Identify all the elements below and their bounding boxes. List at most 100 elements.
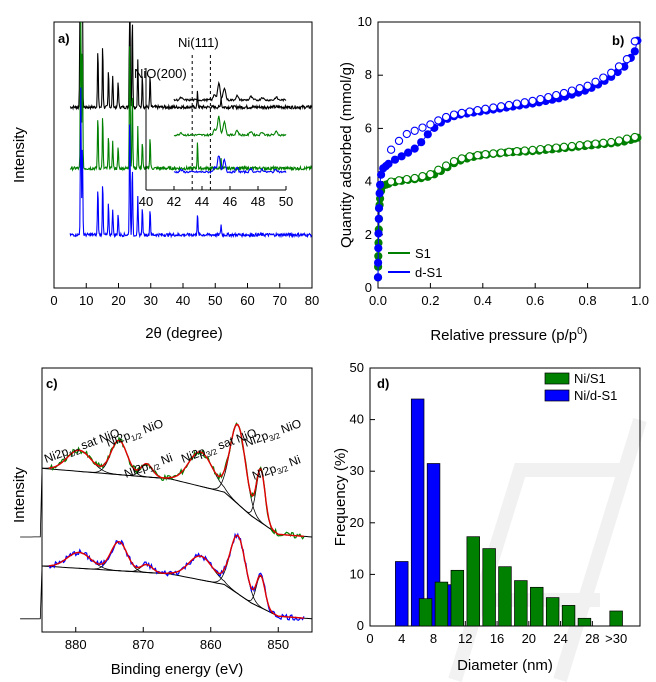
desorption-point — [441, 161, 451, 170]
desorption-point — [449, 110, 459, 119]
panel-a-xtick-label: 30 — [144, 293, 158, 308]
panel-d-xlabel: Diameter (nm) — [457, 657, 553, 674]
desorption-point — [410, 173, 419, 183]
panel-b-ylabel: Quantity adsorbed (mmol/g) — [338, 62, 355, 248]
panel-a-xtick-label: 20 — [111, 293, 125, 308]
desorption-point — [559, 88, 569, 98]
peak-label-ni2p12-nio: Ni2p1/2 NiO — [104, 416, 166, 451]
panel-a-xtick-label: 70 — [273, 293, 287, 308]
histogram-bar — [609, 610, 623, 627]
histogram-bar — [395, 561, 409, 627]
desorption-point — [410, 126, 419, 135]
panel-a: a) 2θ (degree) Intensity 0 10 20 30 40 50 60 70… — [11, 21, 319, 342]
desorption-point — [520, 146, 529, 155]
desorption-point — [622, 134, 632, 143]
inset-xrd-line — [173, 115, 287, 138]
panel-b-ytick-label: 0 — [365, 280, 372, 295]
desorption-point — [386, 145, 396, 154]
histogram-bar — [466, 536, 480, 627]
adsorption-point — [375, 189, 384, 198]
inset-xtick-label: 46 — [223, 194, 237, 209]
panel-d-label: d) — [377, 376, 389, 391]
panel-a-xtick-label: 60 — [240, 293, 254, 308]
desorption-point — [489, 149, 498, 158]
adsorption-point — [417, 138, 426, 147]
inset-label-ni111: Ni(111) — [178, 35, 219, 50]
panel-b-label: b) — [612, 33, 624, 48]
xps-component — [20, 449, 139, 538]
histogram-bar — [434, 581, 449, 627]
panel-d-xtick-label: 8 — [430, 631, 437, 646]
desorption-point — [473, 151, 482, 160]
histogram-bar — [530, 586, 544, 627]
desorption-point — [504, 100, 514, 110]
panel-a-series — [69, 21, 313, 239]
inset-xtick-label: 44 — [195, 194, 209, 209]
desorption-point — [457, 108, 466, 118]
panel-c-xtick-label: 860 — [200, 637, 222, 652]
desorption-point — [559, 142, 569, 151]
desorption-point — [583, 140, 592, 149]
desorption-point — [449, 157, 459, 166]
xps-component — [199, 534, 275, 615]
desorption-point — [520, 98, 529, 107]
legend-swatch-ni-ds1 — [544, 389, 570, 402]
panel-c-ylabel: Intensity — [11, 467, 28, 523]
xrd-line — [69, 21, 313, 172]
panel-b-ytick-label: 6 — [365, 120, 372, 135]
panel-d-xtick-label: 4 — [398, 631, 405, 646]
desorption-point — [528, 96, 537, 106]
histogram-bar — [450, 569, 465, 627]
legend-label-ds1: d-S1 — [415, 265, 442, 280]
inset-xtick-label: 42 — [167, 194, 181, 209]
panel-d-xtick-label: 16 — [490, 631, 504, 646]
panel-d-xtick-label: 24 — [553, 631, 567, 646]
panel-a-frame — [53, 21, 313, 289]
panel-c-frame — [41, 367, 313, 633]
desorption-point — [418, 123, 427, 132]
inset-xtick-label: 50 — [279, 194, 293, 209]
inset-xtick-label: 40 — [139, 194, 153, 209]
desorption-point — [512, 147, 522, 156]
adsorption-point — [390, 155, 400, 164]
desorption-point — [528, 145, 537, 155]
desorption-point — [583, 81, 592, 90]
panel-d-ytick-label: 0 — [357, 618, 364, 633]
adsorption-point — [374, 204, 384, 213]
desorption-point — [402, 174, 411, 184]
desorption-point — [394, 176, 404, 185]
histogram-bar — [577, 617, 592, 627]
adsorption-point — [373, 273, 383, 282]
desorption-point — [630, 37, 639, 46]
panel-b-xtick-label: 0.6 — [526, 293, 544, 308]
desorption-point — [496, 102, 506, 111]
histogram-bar — [561, 605, 576, 627]
desorption-point — [575, 84, 584, 93]
panel-b: b) Relative pressure (p/p0) Quantity ads… — [338, 14, 649, 344]
panel-a-ylabel: Intensity — [11, 127, 28, 183]
desorption-point — [481, 104, 490, 113]
panel-a-xaxis: 0 10 20 30 40 50 60 70 80 — [50, 283, 319, 308]
panel-b-xtick-label: 0.2 — [421, 293, 439, 308]
xrd-line — [69, 21, 313, 111]
xps-component — [20, 552, 139, 620]
adsorption-point — [404, 148, 413, 157]
desorption-point — [544, 144, 553, 153]
desorption-point — [607, 137, 616, 147]
panel-b-xlabel: Relative pressure (p/p0) — [430, 326, 587, 344]
adsorption-point — [374, 244, 383, 253]
adsorption-point — [376, 180, 385, 189]
panel-a-xlabel: 2θ (degree) — [145, 325, 223, 342]
legend-swatch-ni-s1 — [544, 372, 570, 385]
desorption-point — [552, 90, 561, 100]
desorption-point — [552, 143, 561, 152]
panel-b-axes: 0.0 0.2 0.4 0.6 0.8 1.0 0 2 4 6 8 10 — [358, 14, 650, 308]
desorption-point — [402, 129, 411, 139]
desorption-point — [536, 94, 545, 104]
panel-c-peak-labels: Ni2p1/2 sat NiO Ni2p1/2 NiO Ni2p1/2 Ni N… — [42, 416, 304, 484]
panel-a-xtick-label: 50 — [208, 293, 222, 308]
desorption-point — [504, 147, 514, 156]
desorption-point — [426, 170, 435, 179]
panel-d-legend: Ni/S1 Ni/d-S1 — [544, 371, 617, 403]
panel-d-xtick-label: 12 — [458, 631, 472, 646]
